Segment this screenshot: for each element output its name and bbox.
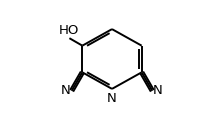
- Text: N: N: [153, 84, 163, 97]
- Text: HO: HO: [59, 24, 79, 37]
- Text: N: N: [107, 92, 117, 105]
- Text: N: N: [61, 84, 71, 97]
